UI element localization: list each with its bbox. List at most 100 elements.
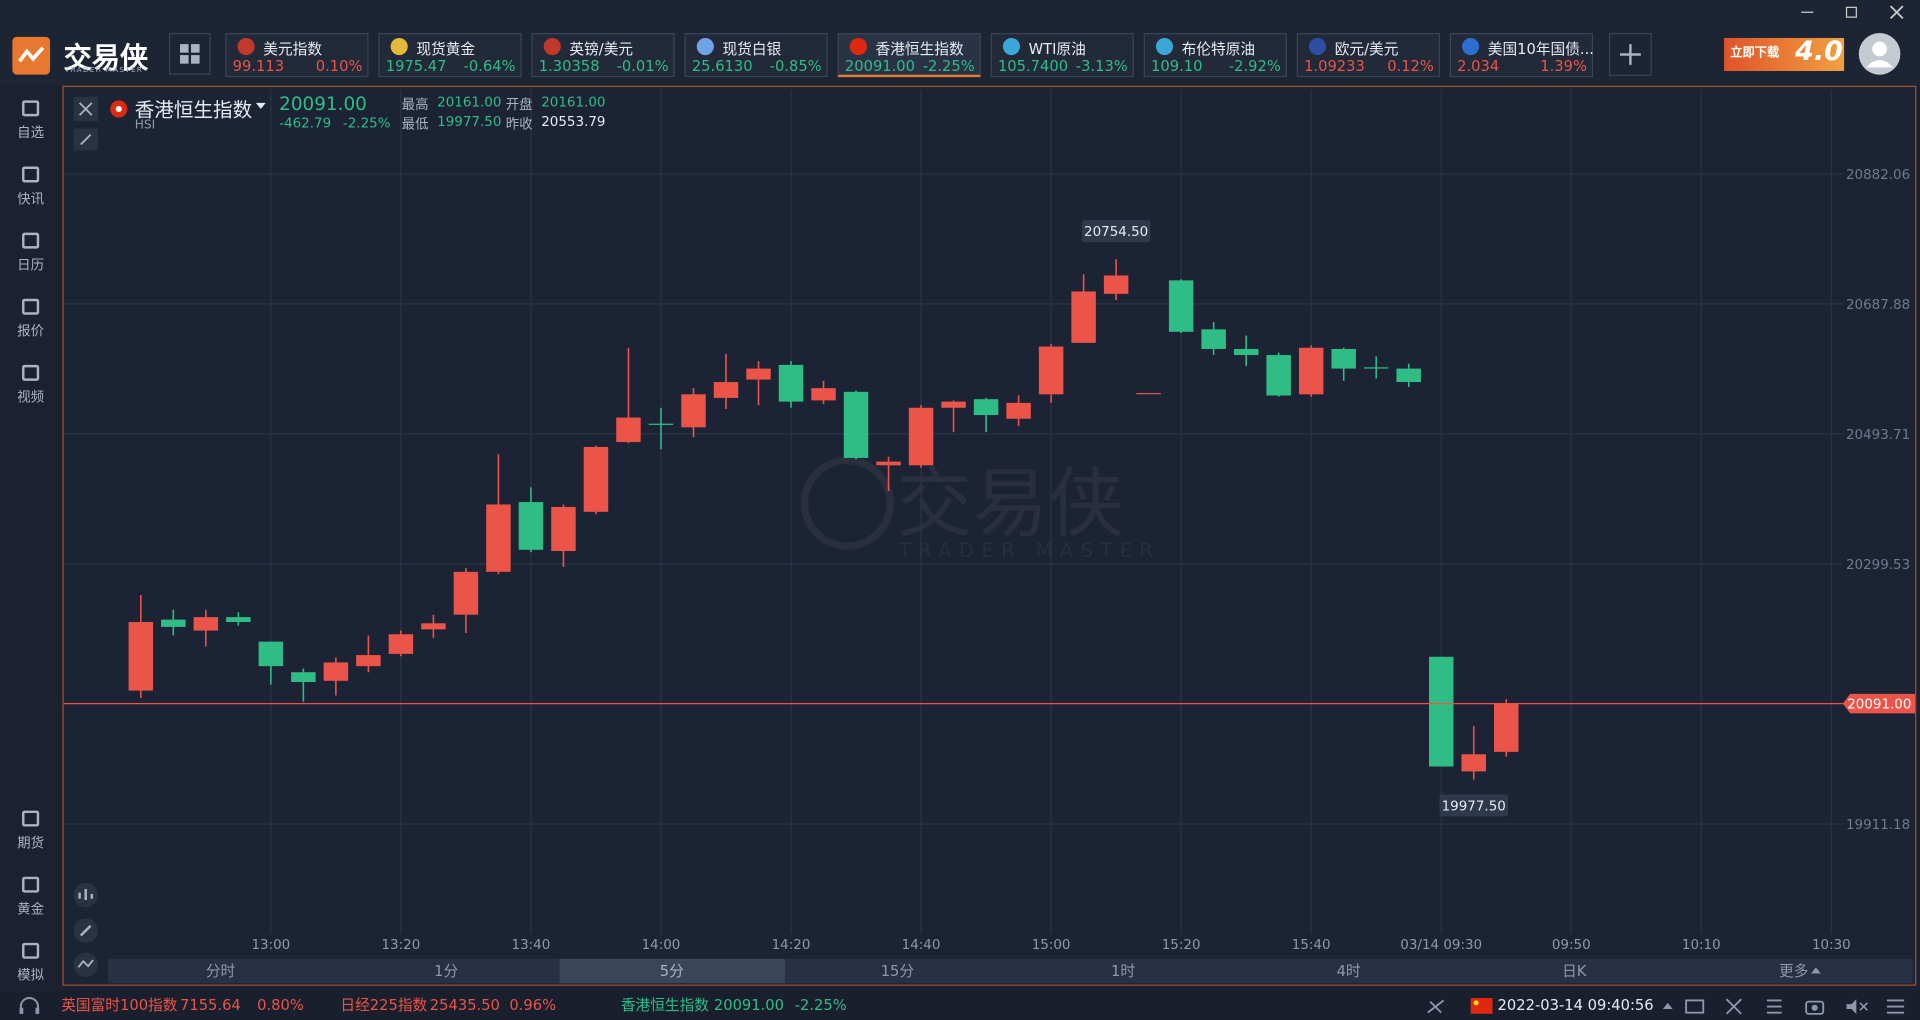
- datetime: 2022-03-14 09:40:56: [1497, 996, 1654, 1014]
- status-change: -2.25%: [794, 996, 847, 1014]
- ticker[interactable]: 香港恒生指数 20091.00 -2.25%: [837, 33, 981, 78]
- period-label: 更多: [1779, 962, 1809, 980]
- period-tab[interactable]: 分时: [108, 959, 334, 983]
- grid-button[interactable]: [168, 33, 211, 75]
- ticker-change: -0.01%: [616, 57, 669, 75]
- sidebar-label: 视频: [17, 389, 45, 406]
- symbol-name[interactable]: 香港恒生指数: [134, 97, 253, 122]
- ticker[interactable]: 美元指数 99.113 0.10%: [225, 33, 369, 78]
- watermark-text: 交易侠: [896, 460, 1124, 548]
- ticker[interactable]: 美国10年国债... 2.034 1.39%: [1449, 33, 1594, 78]
- download-ad[interactable]: 立即下载 4.0: [1724, 37, 1845, 72]
- ticker-price: 99.113: [232, 57, 285, 75]
- sidebar: 自选快讯日历报价视频期货黄金模拟: [0, 85, 62, 994]
- ticker[interactable]: 现货黄金 1975.47 -0.64%: [378, 33, 522, 78]
- sidebar-icon: [22, 166, 40, 183]
- y-tick-label: 20882.06: [1846, 168, 1910, 183]
- ticker[interactable]: 英镑/美元 1.30358 -0.01%: [531, 33, 675, 78]
- candle-body: [713, 382, 739, 398]
- period-label: 日K: [1562, 962, 1587, 980]
- ticker-icon: [1462, 37, 1480, 56]
- status-name[interactable]: 香港恒生指数: [620, 996, 709, 1014]
- sidebar-item[interactable]: 日历: [0, 228, 61, 284]
- ticker-icon: [1002, 37, 1021, 56]
- period-tab[interactable]: 1时: [1010, 959, 1236, 983]
- sidebar-item[interactable]: 快讯: [0, 162, 61, 218]
- ticker[interactable]: 欧元/美元 1.09233 0.12%: [1296, 33, 1441, 78]
- candle-body: [973, 399, 999, 416]
- y-tick-label: 20299.53: [1846, 558, 1910, 573]
- symbol-dropdown[interactable]: [255, 102, 267, 112]
- sidebar-item[interactable]: 视频: [0, 360, 61, 416]
- add-button[interactable]: [1608, 33, 1652, 76]
- y-tick-label: 20493.71: [1846, 428, 1910, 443]
- period-tab[interactable]: 1分: [333, 959, 559, 983]
- period-tab[interactable]: 15分: [785, 959, 1011, 983]
- avatar[interactable]: [1858, 32, 1902, 76]
- sidebar-item[interactable]: 期货: [0, 806, 61, 862]
- ticker-price: 20091.00: [844, 57, 916, 75]
- sidebar-item[interactable]: 黄金: [0, 872, 61, 928]
- status-tools[interactable]: [1659, 996, 1916, 1018]
- candle-body: [291, 672, 316, 683]
- ticker-name: 英镑/美元: [569, 40, 634, 58]
- status-price: 7155.64: [180, 996, 241, 1014]
- sidebar-item[interactable]: 报价: [0, 294, 61, 350]
- ticker-name: 美国10年国债...: [1487, 40, 1594, 58]
- candle-body: [1006, 402, 1031, 419]
- ticker-name: 香港恒生指数: [875, 40, 964, 58]
- sidebar-icon: [22, 100, 40, 117]
- ticker-price: 109.10: [1151, 57, 1203, 75]
- ticker-name: WTI原油: [1028, 40, 1086, 58]
- status-name[interactable]: 英国富时100指数: [61, 996, 178, 1014]
- ticker-price: 2.034: [1457, 57, 1500, 75]
- drawing-tools[interactable]: [71, 880, 103, 980]
- sidebar-label: 模拟: [17, 967, 45, 984]
- candle-body: [1201, 329, 1226, 349]
- ticker[interactable]: 布伦特原油 109.10 -2.92%: [1143, 33, 1287, 78]
- status-icon[interactable]: [1424, 997, 1448, 1017]
- status-name[interactable]: 日经225指数: [340, 996, 428, 1014]
- annotation-box: [1439, 794, 1509, 817]
- candle-body: [1168, 280, 1194, 332]
- stat-label: 最低: [401, 116, 429, 133]
- panel-tools[interactable]: [73, 96, 98, 151]
- period-label: 分时: [205, 962, 236, 980]
- ticker-change: -3.13%: [1075, 57, 1128, 75]
- ticker-change: 0.10%: [315, 57, 363, 75]
- ticker-icon: [237, 37, 255, 56]
- sidebar-icon: [22, 232, 40, 249]
- candle-body: [941, 401, 966, 408]
- support-icon[interactable]: [17, 996, 41, 1018]
- period-tab[interactable]: 更多: [1687, 959, 1913, 983]
- price-change-pct: -2.25%: [342, 115, 391, 132]
- candle-body: [1428, 656, 1454, 767]
- ticker-change: -2.92%: [1228, 57, 1281, 75]
- stat-label: 昨收: [505, 116, 533, 133]
- window-controls[interactable]: [1795, 2, 1917, 22]
- sidebar-item[interactable]: 模拟: [0, 938, 61, 994]
- period-label: 1时: [1110, 962, 1136, 980]
- sidebar-item[interactable]: 自选: [0, 96, 61, 152]
- candle-body: [518, 502, 544, 550]
- candle-body: [583, 446, 609, 512]
- period-tab[interactable]: 4时: [1236, 959, 1462, 983]
- last-price: 20091.00: [279, 93, 367, 116]
- candle-body: [1266, 355, 1291, 396]
- candle-body: [876, 461, 901, 466]
- cn-flag: [1470, 997, 1493, 1014]
- period-tab[interactable]: 日K: [1461, 959, 1687, 983]
- period-tab[interactable]: 5分: [558, 958, 785, 984]
- candle-body: [388, 634, 414, 654]
- ticker[interactable]: WTI原油 105.7400 -3.13%: [990, 33, 1134, 78]
- ticker-price: 105.7400: [997, 57, 1069, 75]
- candle-body: [648, 423, 674, 425]
- sidebar-label: 快讯: [17, 191, 45, 207]
- annotation-box: [1081, 220, 1151, 243]
- candle-body: [811, 388, 836, 401]
- more-arrow: [1810, 967, 1821, 974]
- ticker[interactable]: 现货白银 25.6130 -0.85%: [684, 33, 828, 78]
- logo-icon: [12, 36, 51, 75]
